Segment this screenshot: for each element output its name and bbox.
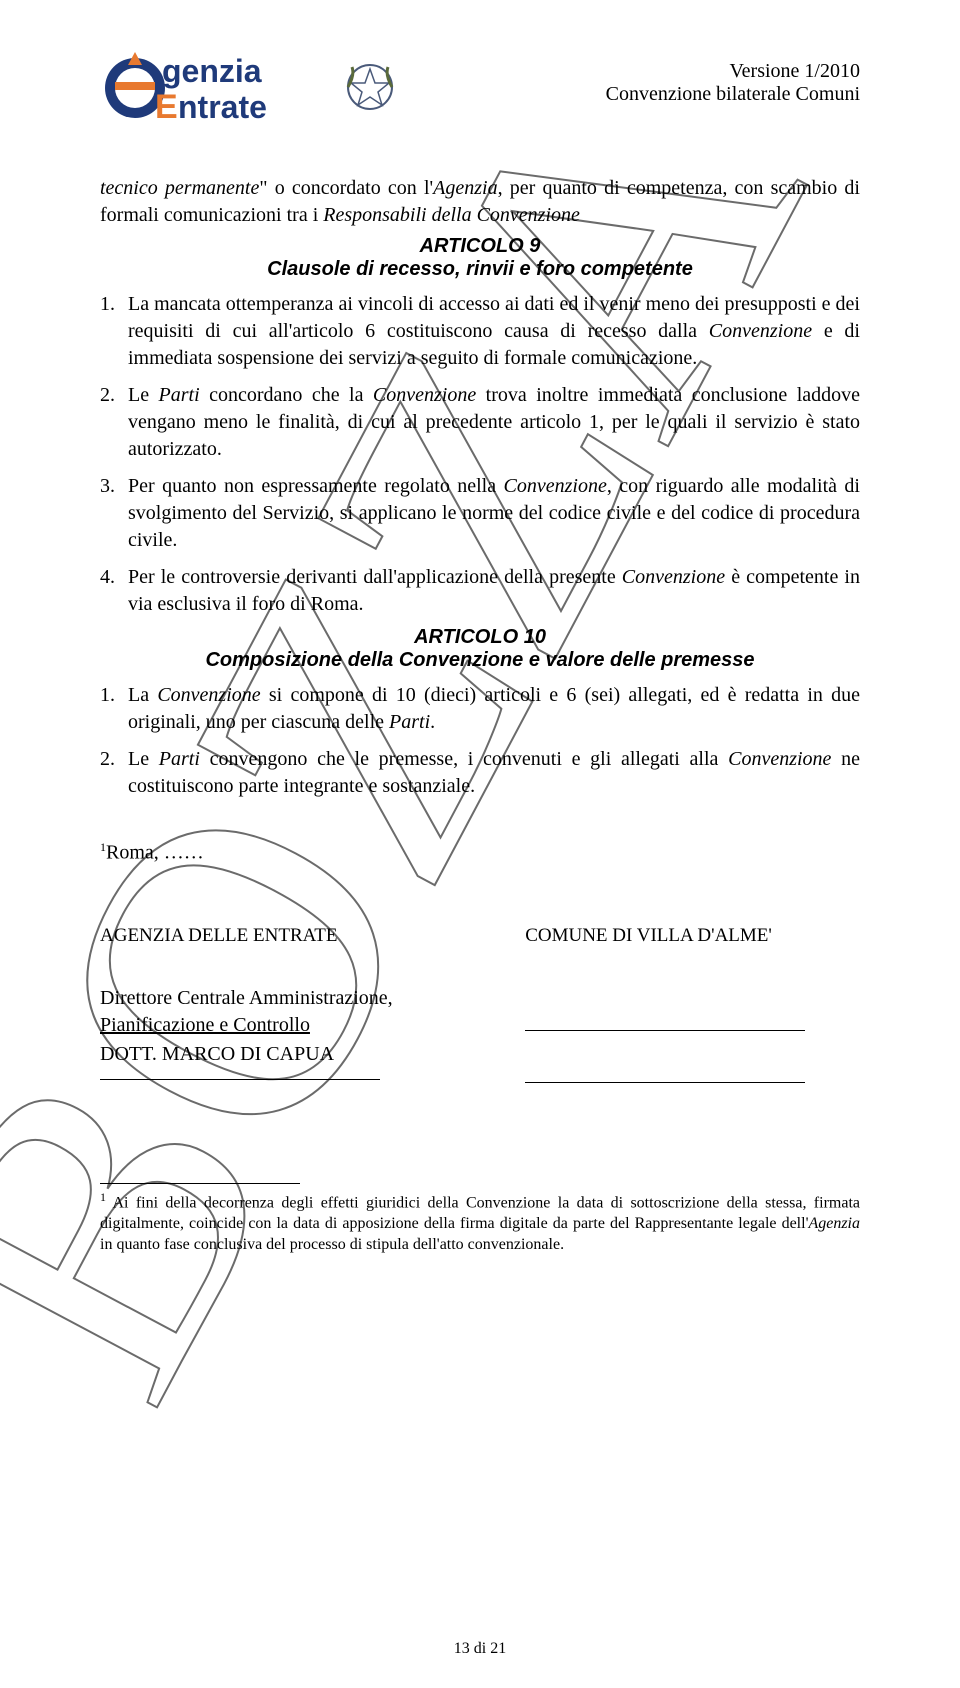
art9-item2-num: 2. [100,382,128,463]
sig-right-org: COMUNE DI VILLA D'ALME' [495,925,860,947]
art9-item3-num: 3. [100,473,128,554]
footnote-text: 1 Ai fini della decorrenza degli effetti… [100,1190,860,1256]
art10-i1-i2: Parti [389,711,430,733]
header-subtitle: Convenzione bilaterale Comuni [606,83,860,106]
fn-t2: in quanto fase conclusiva del processo d… [100,1236,564,1253]
art9-i4-i1: Convenzione [622,566,725,588]
footnote-separator [100,1183,300,1184]
page-header: genzia E ntrate Versione 1/2010 Convenzi… [100,40,860,135]
art10-item2: 2. Le Parti convengono che le premesse, … [100,746,860,800]
art10-i1-t3: . [430,711,435,733]
art10-i1-i1: Convenzione [157,684,260,706]
fn-t1: Ai fini della decorrenza degli effetti g… [100,1194,860,1232]
agenzia-entrate-logo: genzia E ntrate [100,40,330,135]
art10-i1-t1: La [128,684,157,706]
intro-t1: " o concordato con l' [259,177,433,199]
sig-left-org: AGENZIA DELLE ENTRATE [100,925,480,947]
sig-left-name: DOTT. MARCO DI CAPUA [100,1043,480,1066]
sig-right-line2 [525,1059,805,1083]
intro-agency: Agenzia [433,177,497,199]
art9-i3-t1: Per quanto non espressamente regolato ne… [128,475,504,497]
art9-i4-t1: Per le controversie derivanti dall'appli… [128,566,622,588]
signature-details-row: Direttore Centrale Amministrazione, Pian… [100,987,860,1083]
art9-item2: 2. Le Parti concordano che la Convenzion… [100,382,860,463]
art9-i2-i2: Convenzione [373,384,476,406]
article10-title: ARTICOLO 10 [100,626,860,649]
page-number: 13 di 21 [0,1640,960,1658]
art10-i2-i2: Convenzione [728,748,831,770]
art9-item1: 1. La mancata ottemperanza ai vincoli di… [100,291,860,372]
svg-text:genzia: genzia [162,53,262,89]
header-right: Versione 1/2010 Convenzione bilaterale C… [606,60,860,106]
intro-resp: Responsabili della Convenzione [323,204,580,226]
sig-left-role1: Direttore Centrale Amministrazione, [100,987,480,1010]
logo-block: genzia E ntrate [100,40,400,135]
sig-right-line1 [525,1007,805,1031]
signature-orgs-row: AGENZIA DELLE ENTRATE COMUNE DI VILLA D'… [100,925,860,947]
sig-left-line [100,1078,380,1080]
art10-i2-t1: Le [128,748,159,770]
art9-i1-i1: Convenzione [709,320,812,342]
article9-subtitle: Clausole di recesso, rinvii e foro compe… [100,258,860,281]
roma-date-line: 1Roma, …… [100,840,860,865]
art10-item1: 1. La Convenzione si compone di 10 (diec… [100,682,860,736]
fn-i1: Agenzia [808,1215,860,1232]
art9-i2-t2: concordano che la [200,384,373,406]
art9-i2-i1: Parti [159,384,200,406]
art9-item4: 4. Per le controversie derivanti dall'ap… [100,564,860,618]
art10-item1-num: 1. [100,682,128,736]
italian-republic-emblem-icon [340,55,400,120]
sig-left-role2: Pianificazione e Controllo [100,1014,480,1037]
article9-title: ARTICOLO 9 [100,235,860,258]
version-text: Versione 1/2010 [606,60,860,83]
art9-item3: 3. Per quanto non espressamente regolato… [100,473,860,554]
intro-tecnico: tecnico permanente [100,177,259,199]
svg-text:ntrate: ntrate [178,89,267,125]
art9-item4-num: 4. [100,564,128,618]
art10-i2-i1: Parti [159,748,200,770]
article10-subtitle: Composizione della Convenzione e valore … [100,649,860,672]
roma-text: Roma, …… [106,842,204,864]
art10-item2-num: 2. [100,746,128,800]
art9-i2-t1: Le [128,384,159,406]
art9-i3-i1: Convenzione [504,475,607,497]
art10-i2-t2: convengono che le premesse, i convenuti … [200,748,728,770]
intro-paragraph: tecnico permanente" o concordato con l'A… [100,175,860,229]
art9-item1-num: 1. [100,291,128,372]
svg-text:E: E [155,88,178,126]
